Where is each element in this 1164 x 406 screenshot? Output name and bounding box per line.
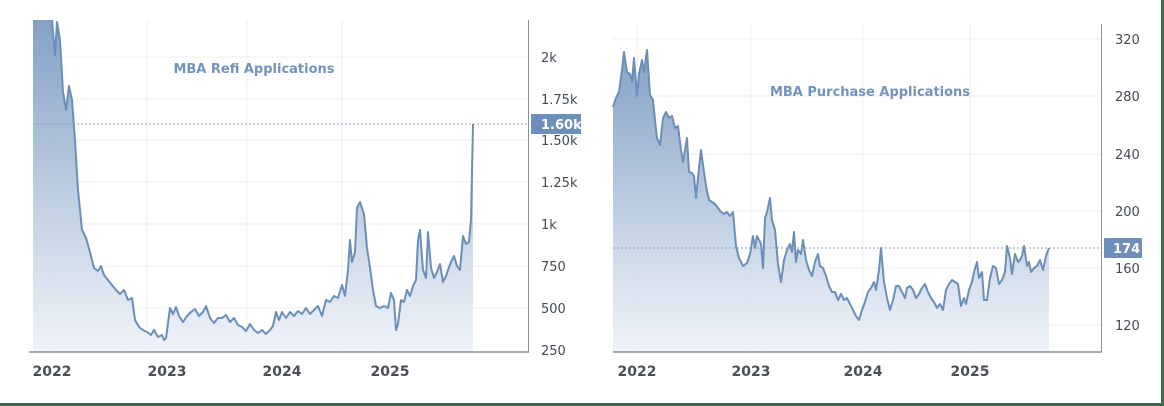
svg-text:1.50k: 1.50k: [541, 134, 578, 149]
purchase-title: MBA Purchase Applications: [770, 85, 970, 100]
refi-last-value-badge: [531, 114, 581, 134]
purchase-last-value-label: 174: [1113, 242, 1140, 257]
svg-text:240: 240: [1115, 148, 1140, 163]
svg-text:2022: 2022: [618, 364, 657, 380]
refi-area: [33, 20, 473, 352]
frame-border-right: [1161, 0, 1164, 406]
purchase-x-ticks: 2022 2023 2024 2025: [618, 364, 990, 380]
svg-text:2024: 2024: [844, 364, 883, 380]
svg-text:1k: 1k: [541, 218, 557, 233]
svg-text:1.75k: 1.75k: [541, 93, 578, 108]
svg-text:2023: 2023: [148, 364, 187, 380]
svg-text:1.25k: 1.25k: [541, 176, 578, 191]
svg-text:2024: 2024: [263, 364, 302, 380]
refi-line: [51, 19, 474, 341]
svg-text:250: 250: [541, 344, 566, 359]
svg-text:2025: 2025: [371, 364, 410, 380]
purchase-last-value-badge: [1104, 238, 1142, 258]
svg-text:160: 160: [1115, 262, 1140, 277]
svg-text:500: 500: [541, 302, 566, 317]
refi-y-ticks: 2k 1.75k 1.50k 1.25k 1k 750 500 250: [541, 51, 578, 359]
purchase-y-ticks: 320 280 240 200 160 120: [1115, 33, 1140, 334]
frame-border-bottom: [0, 403, 1164, 406]
svg-text:120: 120: [1115, 319, 1140, 334]
refi-chart: MBA Refi Applications 2k 1.75k 1.50k 1.2…: [29, 19, 582, 380]
svg-text:2k: 2k: [541, 51, 557, 66]
svg-text:2022: 2022: [33, 364, 72, 380]
refi-last-value-label: 1.60k: [541, 118, 582, 133]
refi-title: MBA Refi Applications: [173, 62, 334, 77]
svg-text:280: 280: [1115, 90, 1140, 105]
refi-x-ticks: 2022 2023 2024 2025: [33, 364, 410, 380]
svg-text:200: 200: [1115, 205, 1140, 220]
svg-text:2025: 2025: [951, 364, 990, 380]
purchase-chart: MBA Purchase Applications 320 280 240 20…: [612, 24, 1142, 380]
svg-text:320: 320: [1115, 33, 1140, 48]
purchase-area: [613, 50, 1049, 352]
purchase-line: [612, 49, 1050, 321]
svg-text:2023: 2023: [732, 364, 771, 380]
svg-text:750: 750: [541, 260, 566, 275]
